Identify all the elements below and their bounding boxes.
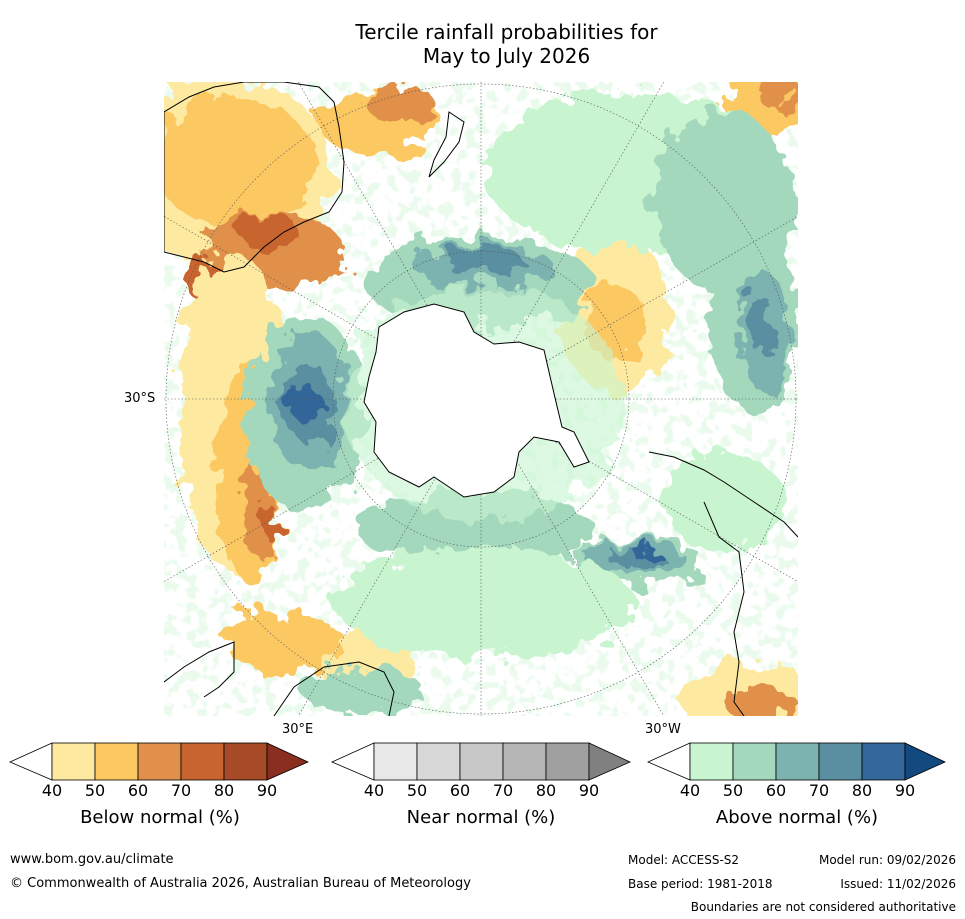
model-name: Model: ACCESS-S2: [628, 853, 740, 867]
above-swatch-3: [775, 742, 820, 781]
antarctica-coastline: [363, 303, 590, 498]
near-swatch-2: [416, 742, 461, 781]
above-swatch-2: [732, 742, 777, 781]
above-arrow-low: [647, 742, 691, 781]
colorbar-near-swatches: [331, 742, 631, 781]
tick-label: 60: [127, 781, 149, 800]
near-arrow-low: [331, 742, 375, 781]
africa-coastline: [164, 641, 395, 716]
south-america-coastline: [648, 451, 798, 716]
colorbar-near-normal: [331, 742, 632, 781]
colorbar-above-normal: [647, 742, 948, 781]
colorbar-below-swatches: [9, 742, 309, 781]
tick-label: 80: [851, 781, 873, 800]
near-swatch-4: [502, 742, 547, 781]
tick-label: 60: [449, 781, 471, 800]
tick-label: 60: [765, 781, 787, 800]
australia-coastline: [164, 82, 345, 273]
above-arrow-high: [904, 742, 946, 781]
below-arrow-low: [9, 742, 53, 781]
near-arrow-high: [588, 742, 631, 781]
tick-label: 50: [84, 781, 106, 800]
above-swatch-5: [861, 742, 906, 781]
below-swatch-2: [94, 742, 139, 781]
below-swatch-3: [137, 742, 182, 781]
copyright-notice: © Commonwealth of Australia 2026, Austra…: [10, 876, 471, 891]
website-link[interactable]: www.bom.gov.au/climate: [10, 852, 174, 867]
near-swatch-1: [373, 742, 418, 781]
issued-date: Issued: 11/02/2026: [840, 877, 956, 891]
colorbar-above-label: Above normal (%): [715, 807, 879, 828]
tick-label: 90: [578, 781, 600, 800]
tick-label: 90: [894, 781, 916, 800]
below-swatch-1: [51, 742, 96, 781]
below-arrow-high: [266, 742, 309, 781]
tick-label: 70: [808, 781, 830, 800]
tick-label: 40: [679, 781, 701, 800]
probability-map: [164, 82, 798, 716]
below-swatch-4: [180, 742, 225, 781]
new-zealand-coastline: [428, 111, 465, 178]
tick-label: 90: [256, 781, 278, 800]
base-period: Base period: 1981-2018: [628, 877, 773, 891]
near-swatch-5: [545, 742, 590, 781]
tick-label: 80: [213, 781, 235, 800]
title-line-2: May to July 2026: [422, 44, 591, 68]
colorbar-below-normal: [9, 742, 310, 781]
colorbar-near-label: Near normal (%): [406, 807, 556, 828]
above-swatch-4: [818, 742, 863, 781]
tick-label: 40: [363, 781, 385, 800]
colorbar-below-label: Below normal (%): [80, 807, 240, 828]
tick-label: 50: [406, 781, 428, 800]
tick-label: 70: [492, 781, 514, 800]
map-canvas: [164, 82, 798, 716]
model-run-date: Model run: 09/02/2026: [818, 853, 956, 867]
near-swatch-3: [459, 742, 504, 781]
longitude-label-30w: 30°W: [645, 722, 681, 737]
colorbar-above-swatches: [647, 742, 946, 781]
latitude-label-30s: 30°S: [124, 391, 156, 406]
boundaries-disclaimer: Boundaries are not considered authoritat…: [690, 900, 956, 914]
below-swatch-5: [223, 742, 268, 781]
tick-label: 80: [535, 781, 557, 800]
tick-label: 50: [722, 781, 744, 800]
map-title: Tercile rainfall probabilities for May t…: [0, 20, 965, 68]
tick-label: 40: [41, 781, 63, 800]
title-line-1: Tercile rainfall probabilities for: [355, 20, 658, 44]
longitude-label-30e: 30°E: [282, 722, 314, 737]
above-swatch-1: [689, 742, 734, 781]
tick-label: 70: [170, 781, 192, 800]
